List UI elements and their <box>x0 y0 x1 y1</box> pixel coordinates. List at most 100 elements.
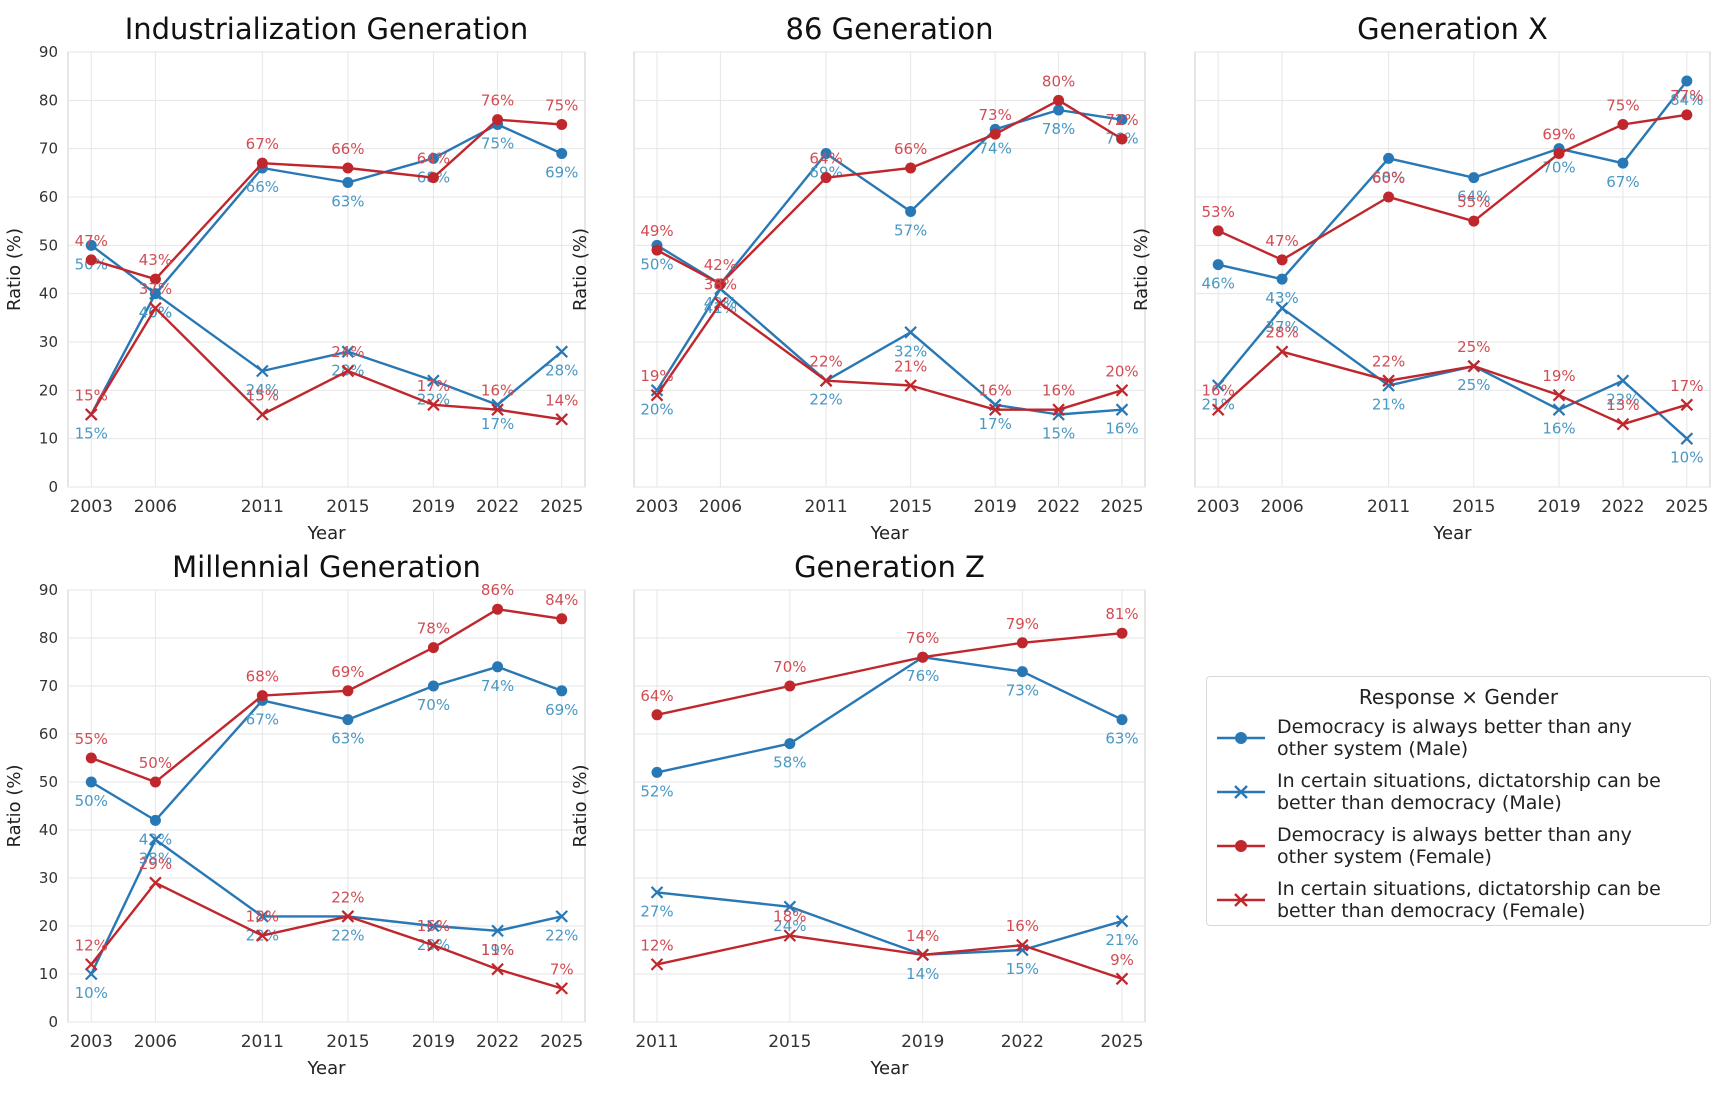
data-label: 24% <box>773 917 806 935</box>
data-label: 75% <box>481 135 514 153</box>
x-tick-label: 2006 <box>699 497 742 517</box>
data-label: 73% <box>1006 682 1039 700</box>
data-point <box>651 766 663 778</box>
data-label: 52% <box>640 782 673 800</box>
x-tick-label: 2011 <box>635 1032 678 1052</box>
x-axis-label: Year <box>869 1058 909 1079</box>
x-tick-label: 2015 <box>768 1032 811 1052</box>
data-label: 25% <box>1457 338 1490 356</box>
data-label: 70% <box>773 658 806 676</box>
data-point <box>341 910 355 923</box>
data-point <box>85 239 97 251</box>
data-label: 10% <box>75 984 108 1002</box>
chart-panel: 0 10 20 30 40 50 60 70 80 90 2003 2006 2011 2015 2019 2… <box>4 550 586 1079</box>
data-point <box>1467 359 1481 373</box>
data-label: 16% <box>1542 420 1575 438</box>
data-point <box>1382 374 1395 387</box>
data-point <box>256 929 269 942</box>
data-label: 16% <box>1006 917 1039 935</box>
data-point <box>427 398 440 412</box>
data-label: 64% <box>640 687 673 705</box>
x-tick-label: 2006 <box>134 497 177 517</box>
data-label: 84% <box>545 591 578 609</box>
data-label: 18% <box>246 908 279 926</box>
data-label: 66% <box>246 178 279 196</box>
x-tick-label: 2022 <box>1037 497 1080 517</box>
data-point <box>1617 119 1629 130</box>
data-label: 49% <box>640 222 673 240</box>
data-label: 43% <box>139 251 172 269</box>
data-point <box>1116 627 1128 639</box>
data-point <box>819 374 833 387</box>
data-label: 22% <box>331 888 364 906</box>
data-label: 50% <box>640 255 673 273</box>
data-label: 69% <box>331 663 364 681</box>
data-label: 55% <box>75 730 108 748</box>
data-label: 81% <box>1105 605 1138 623</box>
y-tick-label: 50 <box>39 236 58 254</box>
data-label: 11% <box>481 941 514 959</box>
data-point <box>1383 152 1395 164</box>
data-label: 50% <box>75 792 108 810</box>
data-label: 19% <box>1542 367 1575 385</box>
data-label: 70% <box>417 696 450 714</box>
legend-item: Democracy is always better than any othe… <box>1207 711 1710 765</box>
data-label: 38% <box>704 275 737 293</box>
x-tick-label: 2019 <box>901 1032 944 1052</box>
data-point <box>1016 938 1029 952</box>
data-point <box>256 690 268 702</box>
data-point <box>1680 398 1694 412</box>
data-point <box>1052 403 1065 416</box>
data-point <box>1553 148 1565 159</box>
data-point <box>492 603 504 615</box>
data-point <box>149 273 161 285</box>
data-label: 17% <box>481 415 514 433</box>
data-point <box>84 958 98 971</box>
x-tick-label: 2022 <box>1601 497 1644 517</box>
x-tick-label: 2022 <box>1001 1032 1044 1052</box>
plot-area <box>633 589 1146 1023</box>
data-label: 12% <box>640 936 673 954</box>
data-point <box>342 685 354 697</box>
y-tick-label: 60 <box>39 725 58 743</box>
data-point <box>1382 379 1395 392</box>
y-tick-label: 60 <box>39 188 58 206</box>
data-point <box>427 642 439 654</box>
data-label: 64% <box>1457 188 1490 206</box>
y-tick-label: 80 <box>39 91 58 109</box>
data-point <box>916 948 929 962</box>
x-axis-label: Year <box>306 1058 346 1079</box>
data-point <box>1016 666 1028 678</box>
data-label: 7% <box>550 960 574 978</box>
data-label: 53% <box>1202 203 1235 221</box>
data-point <box>1115 972 1129 986</box>
x-tick-label: 2019 <box>412 1032 455 1052</box>
data-point <box>1617 157 1629 169</box>
legend-title: Response × Gender <box>1358 685 1559 709</box>
data-point <box>556 613 568 625</box>
data-point <box>1616 417 1630 431</box>
data-label: 9% <box>1110 951 1134 969</box>
data-point <box>492 661 504 673</box>
data-label: 17% <box>1670 377 1703 395</box>
data-label: 75% <box>1606 97 1639 115</box>
legend-item-label: Democracy is always better than any othe… <box>1277 716 1632 760</box>
data-label: 15% <box>1006 960 1039 978</box>
x-tick-label: 2019 <box>1537 497 1580 517</box>
legend-item-label: In certain situations, dictatorship can … <box>1277 770 1661 814</box>
data-label: 68% <box>246 668 279 686</box>
data-label: 47% <box>75 232 108 250</box>
data-point <box>917 651 929 663</box>
data-point <box>1616 374 1630 387</box>
data-label: 57% <box>894 222 927 240</box>
data-label: 37% <box>1265 318 1298 336</box>
data-point <box>149 833 162 846</box>
data-point <box>1552 403 1566 416</box>
data-label: 22% <box>331 926 364 944</box>
y-axis-label: Ratio (%) <box>4 764 25 847</box>
data-label: 18% <box>773 908 806 926</box>
data-label: 15% <box>75 387 108 405</box>
data-label: 63% <box>331 730 364 748</box>
data-label: 13% <box>1606 396 1639 414</box>
data-label: 60% <box>1372 169 1405 187</box>
